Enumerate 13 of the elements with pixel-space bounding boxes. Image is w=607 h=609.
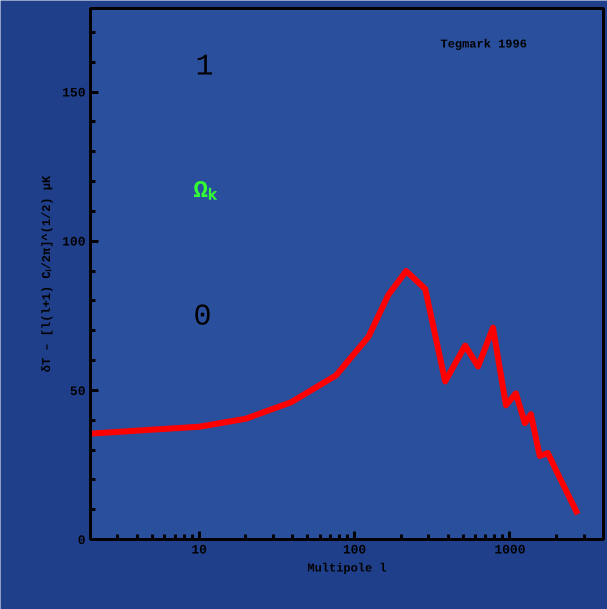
y-tick-label: 150 [62,86,86,101]
annotation: Ωₖ [194,178,218,205]
x-tick-label: 100 [342,542,366,558]
x-tick-label: 1000 [494,542,526,558]
annotation: Tegmark 1996 [440,38,527,52]
y-axis-title: δT – [l(l+1) Cₗ/2π]^(1/2) μK [40,174,54,372]
y-tick-label: 50 [70,384,86,399]
annotation: 0 [194,300,212,334]
x-tick-label: 10 [191,542,208,558]
annotation: 1 [196,50,214,84]
x-axis-title: Multipole l [307,562,387,576]
y-tick-label: 100 [62,234,86,250]
y-tick-label: 0 [78,533,86,548]
